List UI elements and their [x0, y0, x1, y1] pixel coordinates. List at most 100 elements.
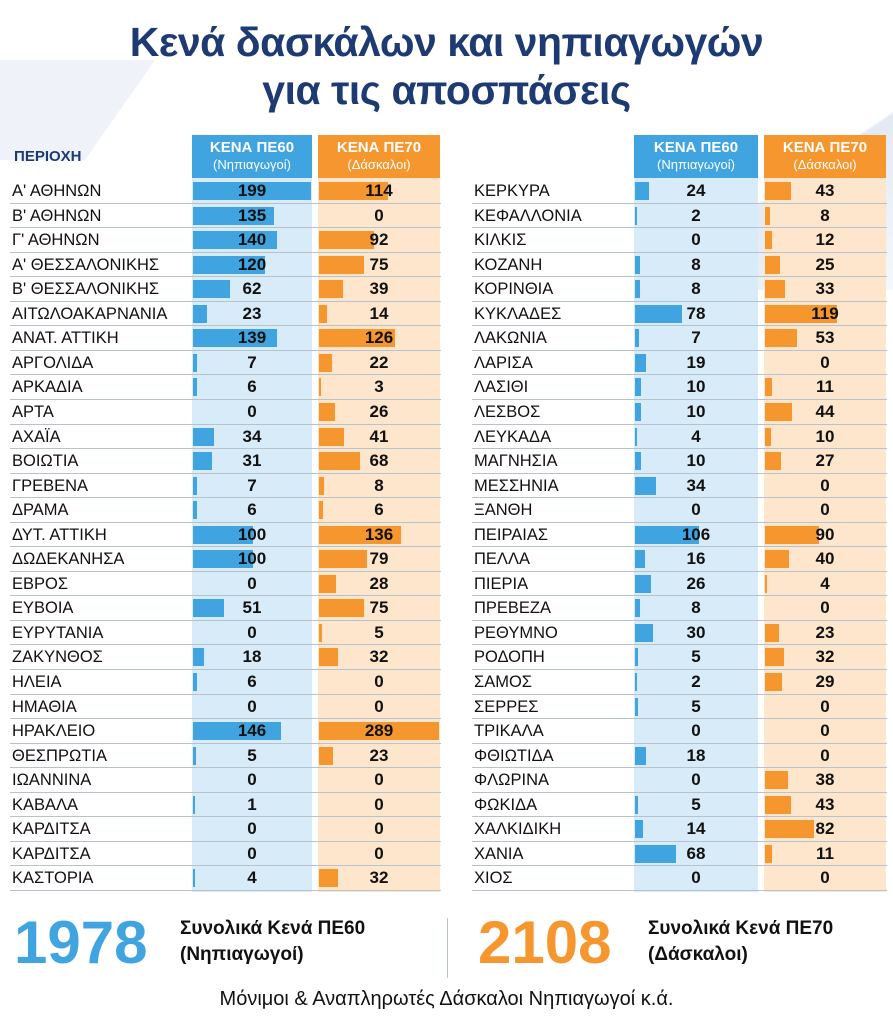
pe70-value: 8 [820, 205, 830, 225]
pe70-value: 0 [820, 500, 830, 520]
pe70-bar [319, 574, 336, 593]
row-divider [10, 816, 441, 818]
pe60-bar [635, 648, 638, 667]
pe70-value: 43 [815, 181, 835, 200]
row-divider [10, 448, 441, 450]
pe60-bar [635, 304, 683, 323]
pe60-value: 120 [237, 254, 267, 274]
row-divider [10, 521, 441, 523]
pe60-bar [635, 550, 645, 569]
pe60-value: 5 [691, 647, 701, 667]
pe60-value: 4 [247, 868, 257, 888]
pe60-bar [635, 574, 651, 593]
pe70-bar [319, 280, 343, 299]
pe70-bar [765, 648, 785, 667]
row-divider [10, 570, 441, 572]
pe60-value: 0 [247, 573, 257, 593]
row-divider [10, 693, 441, 695]
row-divider [472, 669, 887, 670]
region-name: ΑΡΚΑΔΙΑ [12, 378, 83, 397]
pe70-value: 0 [820, 868, 830, 888]
pe60-value: 26 [686, 573, 706, 593]
pe60-header-title: ΚΕΝΑ ΠΕ60 [653, 139, 739, 156]
total-pe70-label: Συνολικά Κενά ΠΕ70 (Δάσκαλοι) [648, 916, 833, 968]
total-pe60-label-line2: (Νηπιαγωγοί) [180, 944, 304, 965]
pe60-bar [635, 427, 638, 446]
pe60-value: 0 [247, 770, 257, 790]
region-name: ΣΕΡΡΕΣ [474, 697, 539, 716]
footer-note: Μόνιμοι & Αναπληρωτές Δάσκαλοι Νηπιαγωγο… [219, 988, 674, 1010]
row-divider [472, 816, 887, 818]
row-divider [472, 325, 887, 327]
pe70-bar [765, 795, 791, 814]
pe70-header-title: ΚΕΝΑ ΠΕ70 [782, 139, 868, 156]
pe70-value: 22 [369, 352, 389, 372]
pe70-bar [765, 574, 768, 593]
region-name: ΑΝΑΤ. ΑΤΤΙΚΗ [12, 329, 119, 348]
region-name: ΑΡΓΟΛΙΔΑ [12, 353, 94, 372]
pe60-bar [635, 255, 640, 274]
region-name: Β' ΑΘΗΝΩΝ [12, 206, 102, 225]
region-name: ΙΩΑΝΝΙΝΑ [12, 771, 92, 790]
pe70-value: 43 [815, 794, 835, 814]
row-divider [472, 865, 887, 867]
pe70-value: 79 [369, 549, 389, 569]
region-name: ΜΑΓΝΗΣΙΑ [474, 452, 558, 471]
pe60-bar [193, 304, 207, 323]
row-divider [472, 521, 887, 523]
pe70-bar [765, 844, 772, 863]
region-name: ΚΑΡΔΙΤΣΑ [12, 820, 91, 839]
pe60-value: 24 [686, 181, 706, 200]
total-pe60-value: 1978 [14, 909, 148, 976]
region-name: ΚΙΛΚΙΣ [474, 231, 527, 250]
pe70-value: 114 [365, 181, 393, 200]
region-name: ΑΧΑΪΑ [12, 427, 61, 446]
pe70-value: 32 [815, 647, 835, 667]
row-divider [472, 718, 887, 720]
pe60-bar [635, 525, 699, 544]
pe60-value: 0 [691, 868, 701, 888]
pe60-bar [193, 795, 195, 814]
pe60-bar [193, 869, 196, 888]
totals-divider [447, 918, 448, 978]
pe70-value: 68 [369, 451, 389, 471]
pe70-value: 32 [369, 647, 389, 667]
region-name: ΧΑΛΚΙΔΙΚΗ [474, 820, 562, 839]
pe60-value: 0 [247, 622, 257, 642]
pe70-value: 0 [374, 843, 384, 863]
pe70-value: 4 [820, 573, 830, 593]
pe60-bar [635, 329, 640, 348]
region-name: ΧΙΟΣ [474, 869, 513, 888]
region-name: ΔΥΤ. ΑΤΤΙΚΗ [12, 525, 107, 544]
pe60-value: 18 [242, 647, 262, 667]
pe60-bar [193, 599, 224, 618]
pe60-bar [635, 452, 642, 471]
pe60-bar [193, 182, 311, 200]
pe60-value: 31 [242, 451, 262, 471]
pe60-bar [635, 378, 642, 397]
page-title: Κενά δασκάλων και νηπιαγωγών για τις απο… [0, 18, 893, 114]
row-divider [10, 619, 441, 621]
pe70-bar [319, 648, 339, 667]
pe70-value: 0 [374, 794, 384, 814]
row-divider [472, 202, 887, 204]
region-name: ΠΙΕΡΙΑ [474, 574, 529, 593]
region-name: ΗΛΕΙΑ [12, 673, 62, 691]
row-divider [472, 497, 887, 499]
pe60-value: 6 [247, 672, 257, 691]
pe70-value: 0 [820, 696, 830, 716]
row-divider [10, 718, 441, 720]
pe60-value: 7 [247, 352, 257, 372]
pe70-value: 0 [820, 745, 830, 765]
row-divider [10, 251, 441, 253]
pe70-value: 0 [374, 672, 384, 691]
pe70-value: 14 [369, 303, 389, 323]
pe70-bar [319, 231, 375, 250]
pe70-bar [319, 550, 367, 569]
pe70-bar [319, 501, 323, 520]
region-name: ΞΑΝΘΗ [474, 501, 533, 520]
pe70-bar [319, 402, 335, 421]
pe70-bar [319, 452, 360, 471]
row-divider [472, 619, 887, 621]
pe60-value: 8 [691, 598, 701, 618]
